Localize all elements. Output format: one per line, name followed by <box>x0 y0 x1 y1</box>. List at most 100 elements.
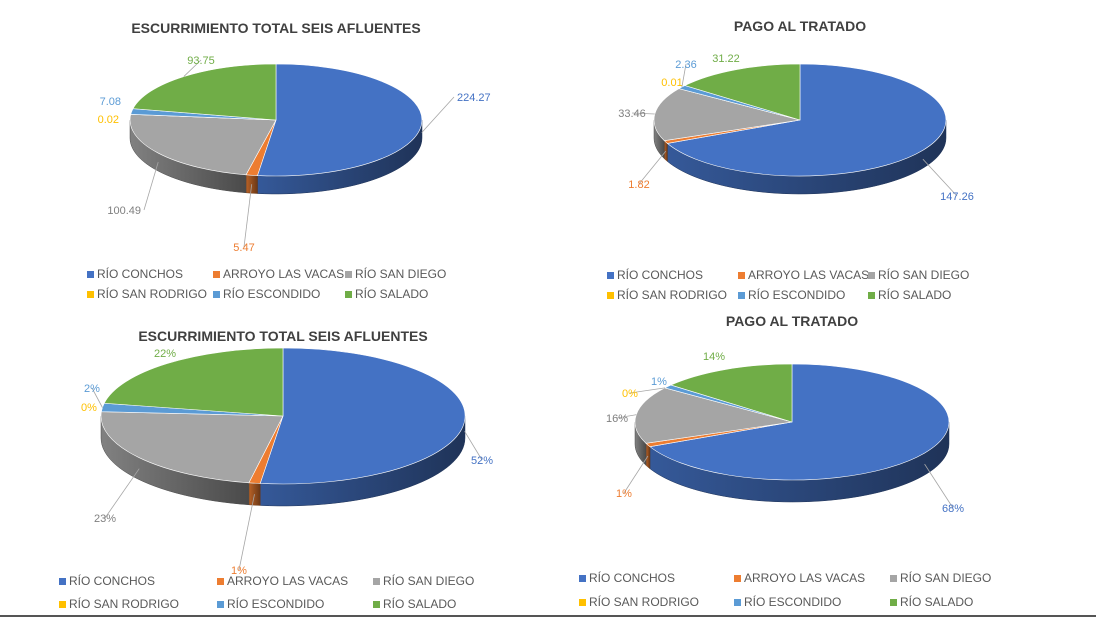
legend-item-rio-salado: RÍO SALADO <box>355 286 428 301</box>
slice-rio-san-diego <box>634 387 793 444</box>
data-label-rio-san-rodrigo: 0% <box>81 402 97 414</box>
legend-item-arroyo-las-vacas: ARROYO LAS VACAS <box>744 571 865 585</box>
pie-chart-4: PAGO AL TRATADO 68% 1% 16% 0% 1% 14% RÍO CONCHO… <box>579 313 991 609</box>
legend-item-arroyo-las-vacas: ARROYO LAS VACAS <box>748 268 869 282</box>
chart-title: ESCURRIMIENTO TOTAL SEIS AFLUENTES <box>138 328 427 344</box>
legend-item-rio-escondido: RÍO ESCONDIDO <box>744 594 841 609</box>
legend-item-rio-san-diego: RÍO SAN DIEGO <box>900 570 991 585</box>
leader-line <box>464 431 483 461</box>
slice-rio-salado <box>103 347 284 417</box>
pie-top-faces <box>653 63 947 177</box>
data-label-rio-salado: 31.22 <box>712 53 740 65</box>
data-label-rio-conchos: 147.26 <box>940 191 974 203</box>
data-label-rio-san-diego: 23% <box>94 513 116 525</box>
slice-rio-salado <box>684 63 801 121</box>
pie-top-faces <box>100 347 466 485</box>
legend-item-rio-salado: RÍO SALADO <box>383 596 456 611</box>
legend-item-rio-san-rodrigo: RÍO SAN RODRIGO <box>589 594 699 609</box>
data-label-rio-conchos: 68% <box>942 503 964 515</box>
slice-side-arroyo-las-vacas <box>245 174 258 194</box>
data-label-arroyo-las-vacas: 1.82 <box>628 179 649 191</box>
legend-item-rio-san-diego: RÍO SAN DIEGO <box>355 266 446 281</box>
legend-swatch-arroyo-las-vacas <box>213 271 220 278</box>
data-label-rio-conchos: 52% <box>471 455 493 467</box>
chart-title: ESCURRIMIENTO TOTAL SEIS AFLUENTES <box>131 20 420 36</box>
slice-rio-conchos <box>259 347 466 485</box>
data-label-rio-san-rodrigo: 0% <box>622 388 638 400</box>
data-label-rio-san-diego: 33.46 <box>618 108 646 120</box>
data-label-rio-escondido: 2% <box>84 383 100 395</box>
slice-side-arroyo-las-vacas <box>664 140 668 162</box>
legend-swatch-rio-conchos <box>579 575 586 582</box>
data-label-rio-salado: 22% <box>154 348 176 360</box>
leader-line <box>104 468 140 519</box>
leader-line <box>922 158 958 197</box>
pie-chart-1: ESCURRIMIENTO TOTAL SEIS AFLUENTES 224.27… <box>87 20 491 301</box>
leader-line <box>183 59 202 77</box>
data-label-rio-san-diego: 16% <box>606 413 628 425</box>
legend-swatch-rio-escondido <box>217 601 224 608</box>
legend-item-rio-escondido: RÍO ESCONDIDO <box>227 596 324 611</box>
legend-swatch-rio-salado <box>890 599 897 606</box>
data-label-rio-san-rodrigo: 0.01 <box>661 77 682 89</box>
leader-line <box>638 150 667 185</box>
leader-line <box>924 463 954 509</box>
legend-item-rio-conchos: RÍO CONCHOS <box>589 570 675 585</box>
legend-swatch-rio-escondido <box>213 291 220 298</box>
data-label-rio-san-diego: 100.49 <box>107 205 141 217</box>
legend-swatch-arroyo-las-vacas <box>734 575 741 582</box>
legend: RÍO CONCHOS ARROYO LAS VACAS RÍO SAN DIEGO… <box>579 570 991 609</box>
data-label-arroyo-las-vacas: 1% <box>231 565 247 577</box>
legend-item-rio-salado: RÍO SALADO <box>900 594 973 609</box>
slice-rio-conchos <box>666 63 947 177</box>
legend-swatch-arroyo-las-vacas <box>217 578 224 585</box>
legend-swatch-rio-san-rodrigo <box>59 601 66 608</box>
legend-swatch-rio-escondido <box>738 292 745 299</box>
legend-item-rio-conchos: RÍO CONCHOS <box>97 266 183 281</box>
pie-chart-2: PAGO AL TRATADO 147.26 1.82 33.46 0.01 2.36 31… <box>607 18 974 302</box>
leader-line <box>631 112 655 115</box>
legend-swatch-rio-san-rodrigo <box>87 291 94 298</box>
legend-swatch-rio-salado <box>345 291 352 298</box>
slice-side-arroyo-las-vacas <box>645 442 651 470</box>
legend: RÍO CONCHOS ARROYO LAS VACAS RÍO SAN DIEGO… <box>59 573 474 611</box>
legend-item-rio-conchos: RÍO CONCHOS <box>69 573 155 588</box>
leader-line <box>91 387 103 408</box>
leader-line <box>681 63 687 88</box>
legend-item-arroyo-las-vacas: ARROYO LAS VACAS <box>227 574 348 588</box>
data-label-rio-conchos: 224.27 <box>457 92 491 104</box>
data-labels: 68% 1% 16% 0% 1% 14% <box>606 351 964 515</box>
data-labels: 224.27 5.47 100.49 0.02 7.08 93.75 <box>98 55 491 254</box>
legend-swatch-rio-san-diego <box>868 272 875 279</box>
slice-rio-san-diego <box>653 88 801 142</box>
slice-rio-salado <box>670 363 793 423</box>
leader-line <box>238 494 255 571</box>
legend-item-arroyo-las-vacas: ARROYO LAS VACAS <box>223 267 344 281</box>
chart-title: PAGO AL TRATADO <box>734 18 866 34</box>
leader-line <box>623 455 649 494</box>
leader-line <box>629 387 666 394</box>
legend: RÍO CONCHOS ARROYO LAS VACAS RÍO SAN DIEGO… <box>607 267 969 302</box>
bottom-divider <box>0 615 1096 617</box>
legend-swatch-rio-san-diego <box>345 271 352 278</box>
slice-rio-conchos <box>649 363 950 481</box>
legend: RÍO CONCHOS ARROYO LAS VACAS RÍO SAN DIEGO… <box>87 266 446 301</box>
slice-rio-conchos <box>257 63 423 177</box>
pie-chart-3: ESCURRIMIENTO TOTAL SEIS AFLUENTES 52% 1% 2… <box>59 328 493 611</box>
legend-item-rio-san-rodrigo: RÍO SAN RODRIGO <box>617 287 727 302</box>
legend-swatch-rio-salado <box>868 292 875 299</box>
legend-item-rio-san-diego: RÍO SAN DIEGO <box>878 267 969 282</box>
legend-item-rio-san-rodrigo: RÍO SAN RODRIGO <box>69 596 179 611</box>
data-label-rio-escondido: 7.08 <box>100 96 121 108</box>
legend-item-rio-conchos: RÍO CONCHOS <box>617 267 703 282</box>
pie-top-faces <box>634 363 950 481</box>
data-labels: 52% 1% 23% 0% 2% 22% <box>81 348 493 577</box>
data-label-rio-escondido: 1% <box>651 376 667 388</box>
slice-side-arroyo-las-vacas <box>248 482 261 506</box>
chart-title: PAGO AL TRATADO <box>726 313 858 329</box>
data-label-rio-salado: 93.75 <box>187 55 215 67</box>
legend-swatch-rio-escondido <box>734 599 741 606</box>
slice-rio-san-diego <box>100 411 284 484</box>
